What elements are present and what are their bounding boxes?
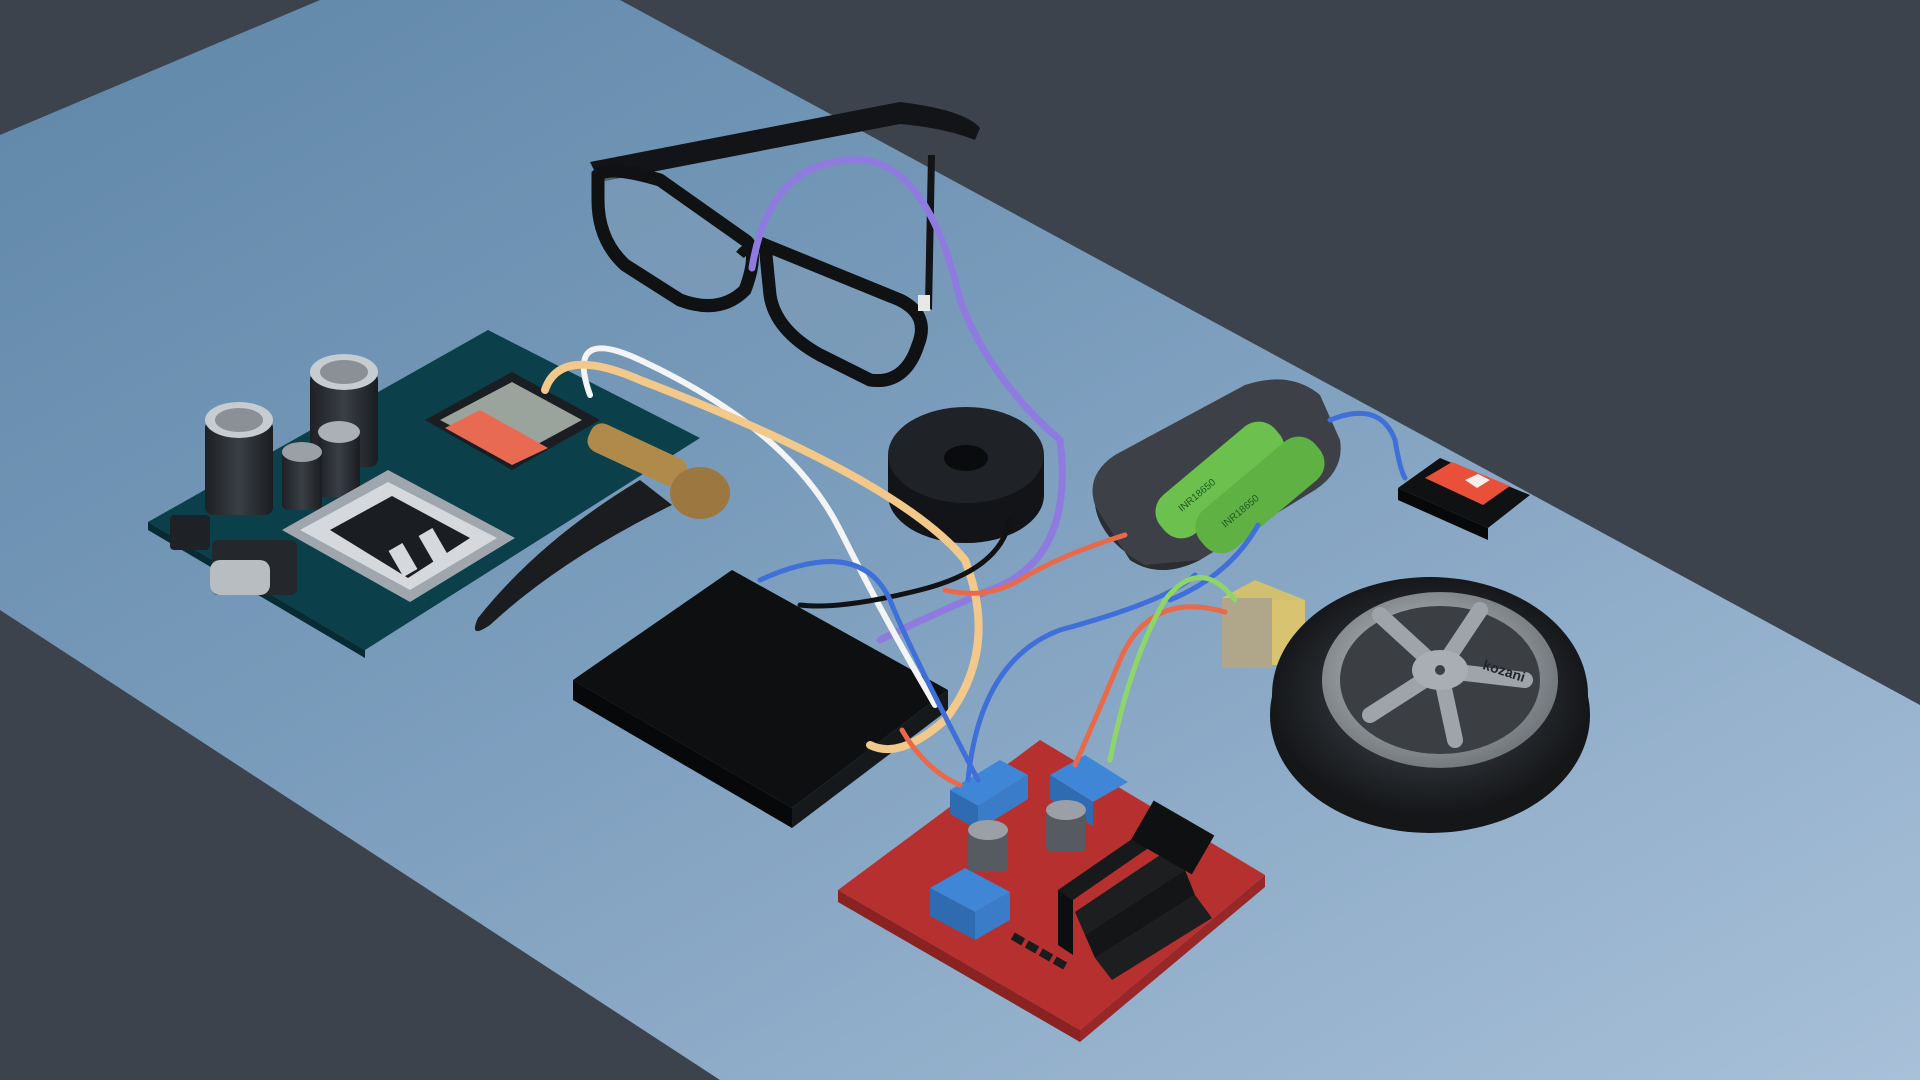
wire-white bbox=[580, 345, 938, 708]
black-power-bank bbox=[573, 570, 948, 828]
terminal-block-icon bbox=[930, 868, 1010, 940]
battery-cell-icon: INR18650 bbox=[1195, 436, 1325, 554]
wifi-chip-icon bbox=[425, 372, 600, 470]
antenna-icon bbox=[474, 423, 730, 632]
battery-holder: INR18650 INR18650 bbox=[1092, 379, 1341, 570]
buzzer-icon bbox=[888, 407, 1044, 543]
capacitor-icon bbox=[318, 421, 360, 497]
wire-yellow bbox=[541, 360, 983, 754]
teal-power-board bbox=[148, 330, 730, 658]
wire-blue bbox=[757, 559, 981, 783]
wire-red bbox=[1072, 604, 1228, 768]
smd-components bbox=[1010, 932, 1068, 970]
wire-red bbox=[899, 727, 963, 788]
wire-blue bbox=[1167, 522, 1261, 603]
wire-blue bbox=[1327, 410, 1408, 481]
eyeglasses bbox=[590, 102, 980, 388]
capacitor-icon bbox=[968, 820, 1008, 872]
wire-red bbox=[942, 532, 1128, 596]
heatsink-icon bbox=[1058, 800, 1215, 980]
voltage-regulator-icon bbox=[282, 470, 515, 602]
terminal-block-icon bbox=[950, 760, 1028, 830]
wheel-and-motor: kozani bbox=[1222, 577, 1590, 833]
wire-green bbox=[1107, 575, 1238, 763]
wires bbox=[541, 156, 1408, 788]
usb-port-icon bbox=[210, 540, 297, 595]
capacitor-icon bbox=[1046, 800, 1086, 852]
capacitor-icon bbox=[205, 402, 273, 515]
rocker-switch bbox=[1398, 458, 1530, 540]
wire-black bbox=[797, 517, 1013, 609]
connector-icon bbox=[170, 515, 210, 550]
capacitor-icon bbox=[282, 442, 322, 510]
motor-driver-board bbox=[838, 740, 1265, 1042]
